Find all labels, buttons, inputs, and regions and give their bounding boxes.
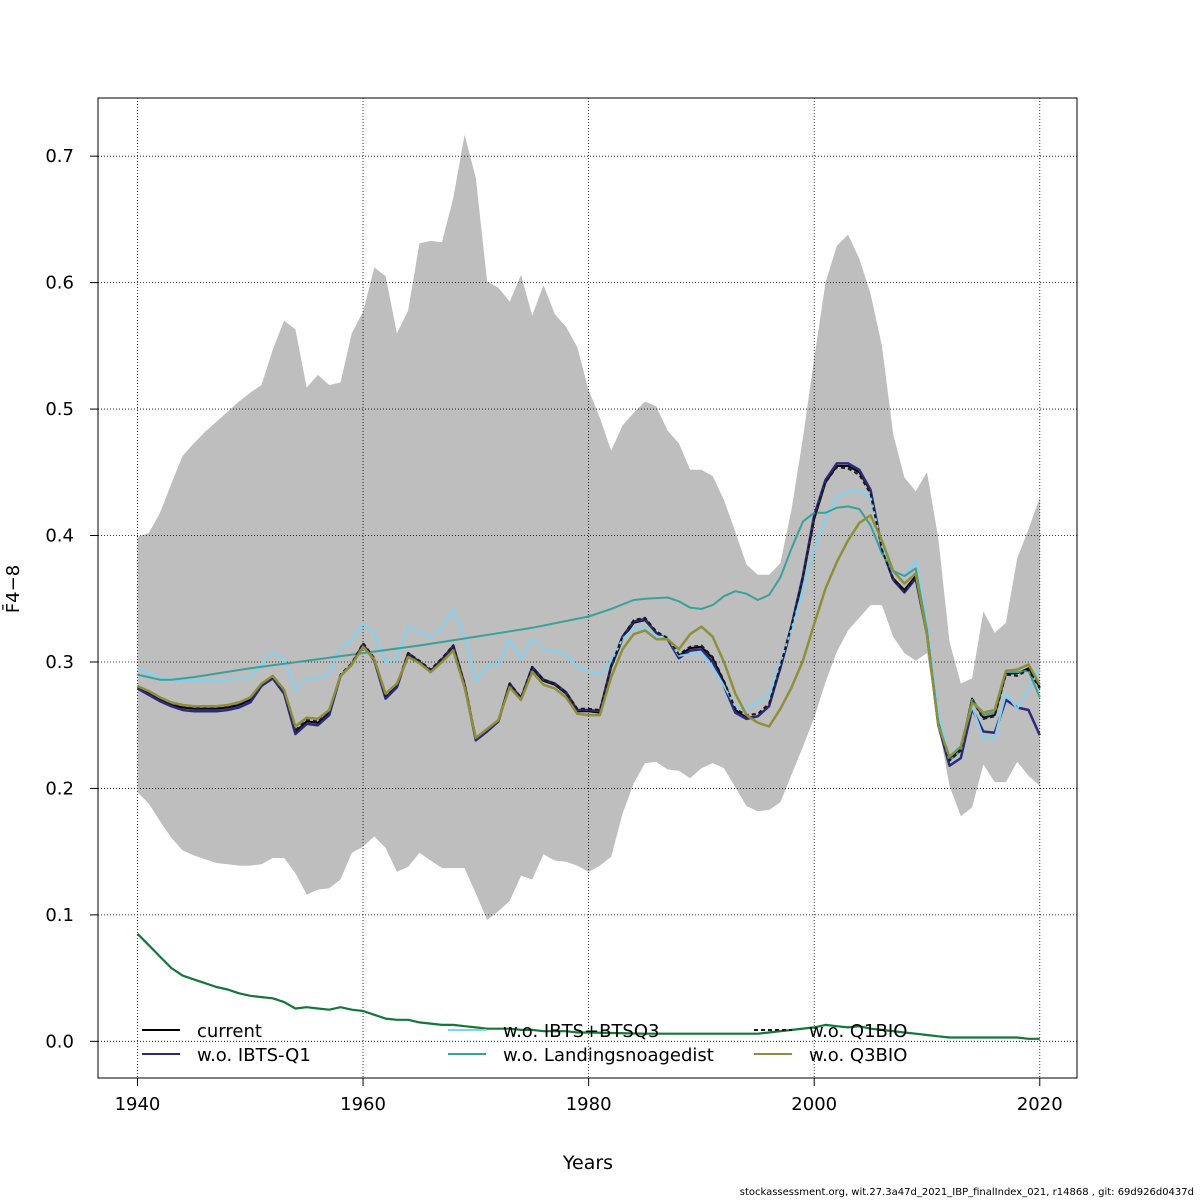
x-tick-label: 2020 — [1017, 1094, 1063, 1115]
y-axis-label: F̄4−8 — [2, 565, 24, 613]
legend-label: w.o. Landingsnoagedist — [503, 1045, 714, 1066]
legend-label: current — [197, 1021, 262, 1042]
legend-label: w.o. IBTS-Q1 — [197, 1045, 311, 1066]
legend: current w.o. IBTS-Q1 w.o. IBTS+BTSQ3 w.o. L… — [142, 1021, 907, 1066]
series-layer — [136, 462, 1041, 1040]
grid-layer — [98, 98, 1077, 1078]
x-axis-label: Years — [562, 1152, 613, 1174]
x-tick-label: 1960 — [340, 1094, 386, 1115]
series-line — [136, 514, 1041, 759]
y-tick-label: 0.5 — [45, 399, 74, 420]
legend-label: w.o. Q3BIO — [809, 1045, 907, 1066]
series-line — [137, 505, 1041, 762]
footer-credit: stockassessment.org, wit.27.3a47d_2021_I… — [739, 1187, 1194, 1198]
y-tick-label: 0.2 — [45, 778, 74, 799]
y-tick-label: 0.7 — [45, 146, 74, 167]
y-tick-label: 0.3 — [45, 652, 74, 673]
axis-layer: 1940 1960 1980 2000 2020 0.0 0.1 0.2 0.3 0.4 0.5 0.… — [45, 146, 1062, 1115]
legend-label: w.o. Q1BIO — [809, 1021, 907, 1042]
y-tick-label: 0.1 — [45, 905, 74, 926]
y-tick-label: 0.4 — [45, 526, 74, 547]
x-tick-label: 1940 — [115, 1094, 161, 1115]
plot-frame — [97, 97, 1078, 1079]
y-tick-label: 0.6 — [45, 273, 74, 294]
x-tick-label: 2000 — [791, 1094, 837, 1115]
y-tick-label: 0.0 — [45, 1031, 74, 1052]
series-line — [136, 933, 1040, 1040]
x-tick-label: 1980 — [566, 1094, 612, 1115]
legend-label: w.o. IBTS+BTSQ3 — [503, 1021, 659, 1042]
